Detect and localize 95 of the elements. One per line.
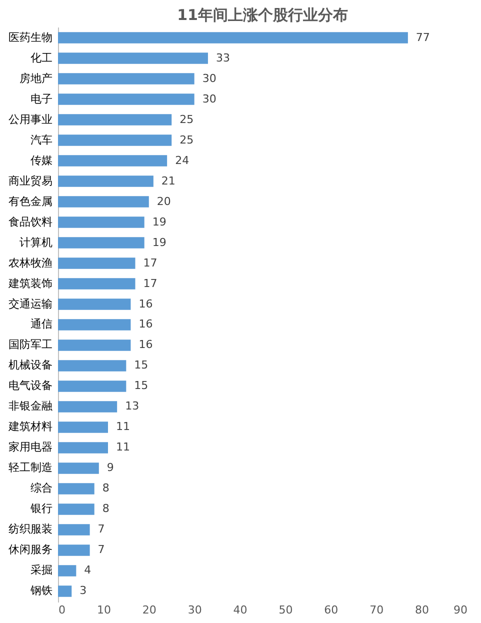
y-tick-label: 综合 — [30, 482, 52, 495]
bar — [58, 401, 118, 412]
data-label: 9 — [106, 461, 114, 474]
y-tick-label: 通信 — [30, 318, 52, 331]
x-tick-label: 20 — [142, 604, 156, 616]
data-label: 21 — [161, 174, 176, 188]
bar — [58, 565, 76, 576]
data-label: 7 — [98, 543, 105, 556]
x-tick-label: 80 — [415, 604, 430, 616]
bar — [58, 586, 72, 597]
bar — [58, 319, 131, 330]
chart-title: 11年间上涨个股行业分布 — [177, 6, 348, 24]
bar — [58, 155, 168, 166]
data-label: 25 — [180, 133, 194, 146]
data-label: 8 — [102, 482, 110, 495]
bar — [58, 462, 99, 474]
y-tick-label: 农林牧渔 — [8, 256, 52, 270]
bar — [58, 442, 108, 454]
x-tick-label: 30 — [188, 604, 202, 616]
bar — [58, 278, 136, 290]
data-label: 16 — [138, 338, 153, 352]
y-tick-label: 食品饮料 — [8, 215, 52, 228]
data-label: 25 — [180, 112, 194, 126]
x-tick-label: 40 — [233, 604, 248, 616]
data-label: 3 — [80, 584, 87, 598]
data-label: 8 — [102, 502, 110, 516]
data-label: 19 — [152, 215, 166, 228]
y-tick-label: 医药生物 — [8, 30, 52, 44]
y-tick-label: 计算机 — [20, 236, 52, 249]
data-label: 24 — [175, 154, 190, 167]
bar — [58, 340, 131, 351]
data-label: 17 — [143, 256, 158, 270]
y-tick-label: 家用电器 — [8, 440, 52, 454]
y-tick-label: 房地产 — [20, 72, 52, 85]
bar — [58, 32, 408, 44]
data-label: 16 — [138, 297, 153, 310]
y-tick-label: 电气设备 — [8, 379, 52, 392]
data-label: 20 — [156, 194, 171, 208]
y-tick-label: 交通运输 — [8, 297, 52, 310]
data-label: 16 — [138, 318, 153, 331]
data-label: 15 — [134, 358, 148, 372]
bar — [58, 360, 126, 372]
bar — [58, 258, 136, 269]
bar — [58, 196, 149, 208]
data-label: 30 — [202, 92, 216, 106]
x-tick-label: 0 — [58, 604, 66, 616]
x-tick-label: 90 — [454, 604, 468, 616]
y-tick-label: 轻工制造 — [8, 461, 52, 474]
bar — [58, 52, 208, 64]
bar — [58, 544, 90, 556]
x-tick-label: 60 — [324, 604, 338, 616]
y-tick-label: 采掘 — [30, 564, 52, 577]
data-label: 13 — [125, 400, 140, 413]
y-tick-label: 化工 — [30, 51, 52, 64]
data-label: 4 — [84, 564, 92, 577]
data-label: 77 — [416, 30, 430, 44]
data-label: 33 — [216, 51, 230, 64]
bar — [58, 422, 108, 433]
x-tick-label: 70 — [370, 604, 384, 616]
y-tick-label: 非银金融 — [8, 400, 52, 413]
y-tick-label: 建筑材料 — [8, 420, 52, 434]
data-label: 30 — [202, 72, 216, 85]
x-tick-label: 10 — [96, 604, 111, 616]
y-tick-label: 休闲服务 — [8, 543, 52, 556]
bar — [58, 298, 131, 310]
y-tick-label: 电子 — [30, 92, 52, 106]
data-label: 11 — [116, 420, 130, 434]
y-tick-label: 银行 — [30, 502, 52, 516]
bar — [58, 380, 126, 392]
data-label: 11 — [116, 440, 130, 454]
bar — [58, 176, 154, 187]
y-tick-label: 机械设备 — [8, 358, 52, 372]
y-tick-label: 钢铁 — [30, 584, 52, 598]
bar — [58, 216, 144, 228]
bar — [58, 73, 194, 84]
bar — [58, 504, 94, 515]
bar — [58, 524, 90, 536]
bar — [58, 94, 194, 105]
data-label: 19 — [152, 236, 166, 249]
x-tick-label: 50 — [278, 604, 293, 616]
y-tick-label: 汽车 — [30, 133, 52, 146]
bar — [58, 114, 172, 126]
data-label: 15 — [134, 379, 148, 392]
y-tick-label: 公用事业 — [8, 112, 52, 126]
y-tick-label: 有色金属 — [8, 194, 52, 208]
data-label: 17 — [143, 276, 158, 290]
y-tick-label: 国防军工 — [8, 338, 52, 352]
data-label: 7 — [98, 522, 105, 536]
y-tick-label: 商业贸易 — [8, 174, 52, 188]
bar — [58, 237, 144, 248]
y-tick-label: 传媒 — [30, 154, 52, 167]
y-tick-label: 纺织服装 — [8, 522, 52, 536]
bar — [58, 483, 94, 494]
y-tick-label: 建筑装饰 — [8, 276, 52, 290]
bar — [58, 134, 172, 146]
